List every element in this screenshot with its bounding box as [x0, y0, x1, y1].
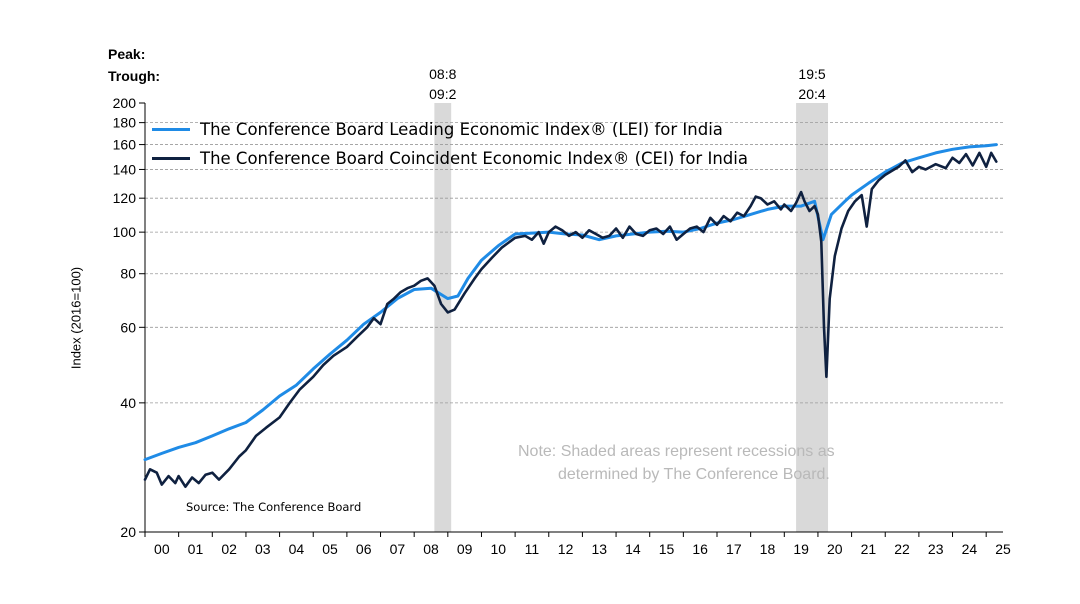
- axes: 20 40 60 80 100 120 140 160 180 200 00 01 02 03 04 05 06…: [113, 95, 1011, 557]
- x-tick-label-03: 03: [255, 541, 271, 557]
- y-tick-label-20: 20: [120, 524, 136, 540]
- x-tick-label-19: 19: [793, 541, 809, 557]
- x-tick-label-12: 12: [558, 541, 574, 557]
- x-tick-label-24: 24: [962, 541, 978, 557]
- legend-label-lei: The Conference Board Leading Economic In…: [200, 120, 723, 139]
- y-tick-label-40: 40: [120, 395, 136, 411]
- x-tick-label-07: 07: [390, 541, 406, 557]
- x-tick-label-11: 11: [525, 541, 540, 557]
- x-tick-label-02: 02: [221, 541, 237, 557]
- x-tick-label-18: 18: [760, 541, 776, 557]
- x-tick-label-04: 04: [289, 541, 305, 557]
- x-tick-label-25: 25: [995, 541, 1011, 557]
- legend-item-lei: The Conference Board Leading Economic In…: [152, 120, 723, 139]
- x-tick-label-20: 20: [827, 541, 843, 557]
- y-axis-label: Index (2016=100): [68, 266, 84, 370]
- x-tick-label-13: 13: [591, 541, 607, 557]
- recession-peak-label-2: 19:5: [798, 66, 825, 82]
- x-tick-label-14: 14: [625, 541, 641, 557]
- y-tick-label-180: 180: [113, 115, 137, 131]
- note-line-1: Note: Shaded areas represent recessions …: [518, 443, 835, 460]
- x-tick-label-05: 05: [322, 541, 338, 557]
- lei-line: [143, 143, 998, 462]
- y-tick-label-140: 140: [113, 161, 137, 177]
- y-tick-label-120: 120: [113, 190, 137, 206]
- x-tick-label-09: 09: [457, 541, 473, 557]
- x-tick-label-06: 06: [356, 541, 372, 557]
- recession-trough-label-1: 09:2: [429, 86, 456, 102]
- x-tick-label-01: 01: [188, 541, 204, 557]
- cei-line: [143, 151, 998, 488]
- y-tick-label-100: 100: [113, 224, 137, 240]
- note-line-2: determined by The Conference Board.: [558, 466, 830, 483]
- x-tick-label-23: 23: [928, 541, 944, 557]
- peak-label: Peak:: [108, 46, 146, 62]
- x-tick-label-00: 00: [154, 541, 170, 557]
- gridlines: [145, 122, 1003, 404]
- recession-trough-label-2: 20:4: [798, 86, 825, 102]
- source-note: Source: The Conference Board: [186, 500, 362, 514]
- y-tick-label-200: 200: [113, 95, 137, 111]
- x-tick-label-08: 08: [423, 541, 439, 557]
- y-tick-label-160: 160: [113, 137, 137, 153]
- x-tick-label-16: 16: [692, 541, 708, 557]
- series-lines: [143, 143, 998, 488]
- legend-swatch-cei: [152, 157, 190, 160]
- trough-label: Trough:: [108, 68, 161, 84]
- x-tick-label-22: 22: [894, 541, 910, 557]
- recession-note: Note: Shaded areas represent recessions …: [518, 440, 835, 486]
- recession-band-1: [434, 103, 452, 532]
- y-tick-label-60: 60: [120, 319, 136, 335]
- legend-swatch-lei: [152, 128, 190, 131]
- x-tick-label-21: 21: [861, 541, 877, 557]
- recession-labels: 08:8 09:2 19:5 20:4: [429, 66, 826, 102]
- legend-label-cei: The Conference Board Coincident Economic…: [200, 149, 748, 168]
- y-tick-label-80: 80: [120, 266, 136, 282]
- x-tick-label-17: 17: [726, 541, 742, 557]
- x-tick-label-10: 10: [491, 541, 507, 557]
- recession-peak-label-1: 08:8: [429, 66, 456, 82]
- legend-item-cei: The Conference Board Coincident Economic…: [152, 149, 748, 168]
- x-tick-label-15: 15: [659, 541, 675, 557]
